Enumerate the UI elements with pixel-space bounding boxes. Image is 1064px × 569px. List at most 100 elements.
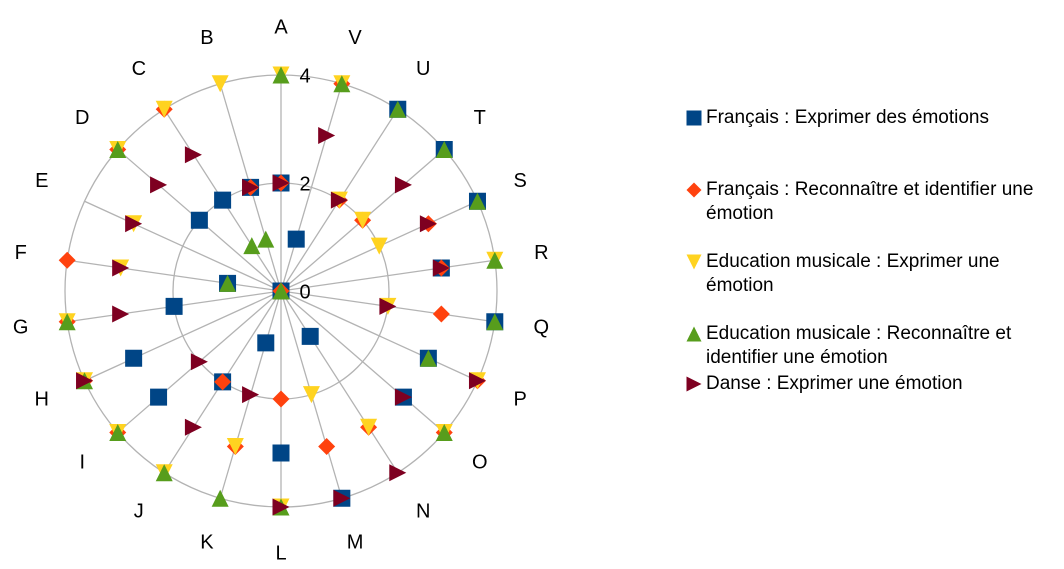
marker: [360, 418, 378, 436]
marker: [190, 353, 208, 371]
legend-label: Education musicale : Reconnaître et iden…: [706, 323, 1012, 368]
spoke: [280, 290, 399, 474]
legend-marker-shape: [686, 376, 702, 392]
legend-marker-shape: [686, 326, 702, 342]
marker: [272, 66, 290, 84]
category-label: S: [514, 170, 527, 192]
category-label: B: [200, 27, 213, 49]
marker: [211, 75, 229, 93]
category-label: U: [416, 58, 430, 80]
marker: [242, 386, 260, 404]
spoke: [84, 200, 282, 292]
tick-label: 4: [299, 65, 310, 87]
marker: [419, 349, 437, 367]
marker: [468, 372, 486, 390]
marker: [112, 305, 130, 323]
marker: [379, 297, 397, 315]
spoke: [280, 290, 478, 382]
marker: [272, 444, 290, 462]
legend-marker: [686, 326, 702, 342]
marker: [184, 146, 202, 164]
marker: [257, 334, 275, 352]
marker: [318, 437, 336, 455]
marker: [211, 489, 229, 507]
marker: [109, 141, 127, 159]
marker: [486, 313, 504, 331]
legend-label: Education musicale : Exprimer une émotio…: [706, 251, 1000, 296]
marker: [333, 75, 351, 93]
marker: [58, 251, 76, 269]
spoke: [67, 259, 282, 292]
category-label: G: [13, 317, 29, 339]
category-label: E: [35, 170, 48, 192]
marker: [432, 305, 450, 323]
category-label: F: [15, 242, 27, 264]
spoke: [84, 290, 282, 382]
category-label: D: [75, 107, 89, 129]
marker: [370, 237, 388, 255]
category-label: K: [200, 532, 214, 554]
marker: [394, 176, 412, 194]
marker: [125, 349, 143, 367]
marker: [272, 498, 290, 516]
marker: [165, 297, 183, 315]
marker: [301, 327, 319, 345]
legend-marker-shape: [686, 254, 702, 270]
marker: [242, 178, 260, 196]
marker: [150, 388, 168, 406]
legend-marker-shape: [686, 182, 702, 198]
spoke: [280, 290, 445, 433]
marker: [190, 211, 208, 229]
marker: [219, 274, 237, 292]
marker: [112, 259, 130, 277]
marker: [184, 418, 202, 436]
marker: [226, 437, 244, 455]
marker: [435, 141, 453, 159]
marker: [486, 251, 504, 269]
category-label: P: [514, 389, 527, 411]
category-label: O: [472, 452, 488, 474]
category-label: R: [534, 242, 548, 264]
category-label: H: [35, 389, 49, 411]
marker: [272, 174, 290, 192]
marker: [389, 464, 407, 482]
marker: [432, 259, 450, 277]
legend-label: Danse : Exprimer une émotion: [706, 373, 963, 394]
marker: [58, 313, 76, 331]
category-label: I: [79, 452, 85, 474]
marker: [125, 215, 143, 233]
category-label: N: [416, 501, 430, 523]
marker: [302, 386, 320, 404]
marker: [243, 237, 261, 255]
marker: [272, 282, 290, 300]
category-label: Q: [534, 317, 550, 339]
marker: [155, 100, 173, 118]
marker: [354, 211, 372, 229]
marker: [257, 230, 275, 248]
marker: [109, 423, 127, 441]
category-label: V: [348, 27, 362, 49]
marker: [468, 192, 486, 210]
marker: [214, 191, 232, 209]
legend-marker: [686, 182, 702, 198]
category-label: J: [134, 501, 144, 523]
tick-label: 2: [299, 173, 310, 195]
category-label: T: [474, 107, 486, 129]
marker: [333, 489, 351, 507]
spoke: [280, 83, 343, 292]
marker: [389, 100, 407, 118]
marker: [150, 176, 168, 194]
legend-marker: [686, 376, 702, 392]
category-label: C: [132, 58, 146, 80]
legend-marker: [686, 110, 702, 126]
legend-marker-shape: [686, 110, 702, 126]
category-label: A: [274, 16, 288, 38]
marker: [435, 423, 453, 441]
marker: [394, 388, 412, 406]
marker: [318, 127, 336, 145]
legend-label: Français : Reconnaître et identifier une…: [706, 179, 1034, 224]
marker: [76, 372, 94, 390]
legend-marker: [686, 254, 702, 270]
marker: [287, 230, 305, 248]
